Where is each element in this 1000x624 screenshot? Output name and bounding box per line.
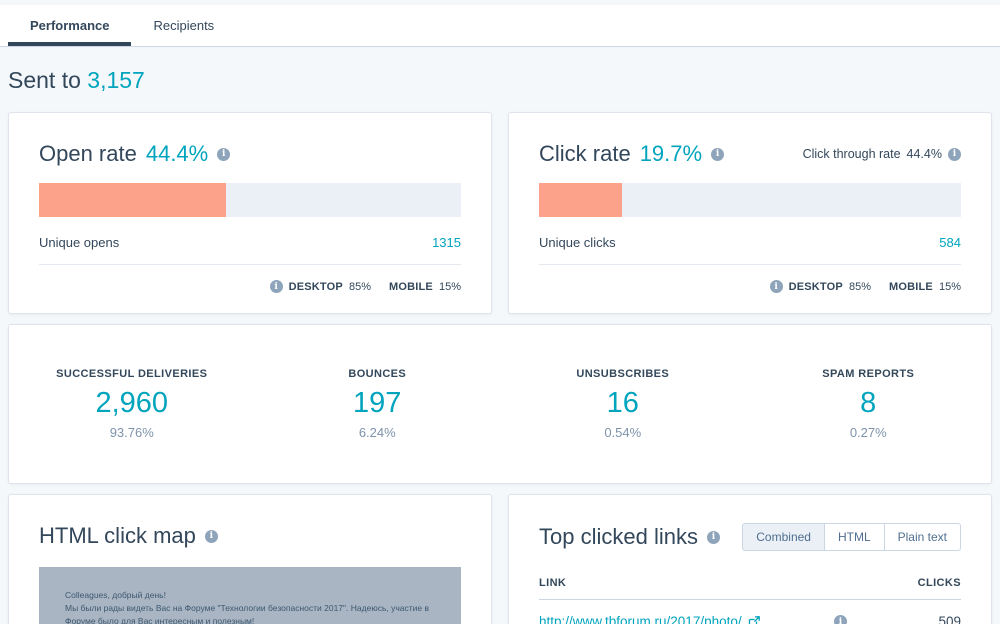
click-map-title-text: HTML click map [39,523,196,548]
link-view-toggle: Combined HTML Plain text [742,523,961,551]
stat-percent: 0.54% [604,425,642,440]
info-icon[interactable]: i [711,147,725,161]
view-html-button[interactable]: HTML [823,523,885,551]
open-device-breakdown: i DESKTOP 85% MOBILE 15% [39,280,461,293]
clicked-link[interactable]: http://www.tbforum.ru/2017/photo/ [539,614,834,624]
external-link-icon [748,615,760,624]
link-clicks-count: 509 [938,614,961,624]
desktop-label: DESKTOP [288,280,343,293]
click-rate-card: Click rate 19.7% i Click through rate 44… [508,112,992,314]
info-icon[interactable]: i [834,615,847,624]
stat-label: BOUNCES [348,368,407,380]
table-row: http://www.tbforum.ru/2017/photo/ i 509 [539,600,961,624]
html-click-map-card: HTML click map i Colleagues, добрый день… [8,494,492,624]
sent-to-label: Sent to [8,67,81,93]
email-text-line: Мы были рады видеть Вас на Форуме "Техно… [65,603,430,614]
stat-successful-deliveries: SUCCESSFUL DELIVERIES 2,960 93.76% [9,368,255,440]
top-strip [0,0,1000,5]
page-content: Sent to 3,157 Open rate 44.4% i Unique o… [0,47,1000,624]
open-rate-value: 44.4% [145,141,209,166]
link-column-header: LINK [539,577,567,589]
info-icon[interactable]: i [948,147,961,161]
unique-clicks-label: Unique clicks [539,235,616,250]
stat-label: SUCCESSFUL DELIVERIES [56,368,208,380]
click-rate-value: 19.7% [639,141,703,166]
stat-label: UNSUBSCRIBES [576,368,670,380]
unique-opens-label: Unique opens [39,235,120,250]
open-rate-card: Open rate 44.4% i Unique opens 1315 i DE… [8,112,492,314]
links-table-header: LINK CLICKS [539,577,961,600]
stat-percent: 6.24% [358,425,396,440]
desktop-value: 85% [348,280,371,293]
click-rate-bar-track [539,183,961,217]
sent-to-count: 3,157 [87,67,145,93]
open-rate-label: Open rate [39,141,137,166]
top-links-title: Top clicked links i [539,524,720,550]
view-plain-text-button[interactable]: Plain text [883,523,961,551]
info-icon[interactable]: i [269,280,283,293]
mobile-label: MOBILE [388,280,433,293]
sent-to-heading: Sent to 3,157 [8,47,992,112]
stat-percent: 0.27% [849,425,887,440]
top-clicked-links-card: Top clicked links i Combined HTML Plain … [508,494,992,624]
stat-label: SPAM REPORTS [822,368,915,380]
desktop-label: DESKTOP [788,280,843,293]
mobile-value: 15% [438,280,461,293]
unique-clicks-value[interactable]: 584 [939,235,961,250]
ctr-label: Click through rate [802,147,901,161]
open-rate-title: Open rate 44.4% i [39,141,231,167]
link-url-text: http://www.tbforum.ru/2017/photo/ [539,614,742,624]
mobile-value: 15% [938,280,961,293]
info-icon[interactable]: i [217,147,231,161]
unique-opens-value[interactable]: 1315 [432,235,461,250]
click-rate-bar-fill [539,183,623,217]
stat-value[interactable]: 8 [860,387,877,419]
info-icon[interactable]: i [769,280,783,293]
stat-spam-reports: SPAM REPORTS 8 0.27% [746,368,992,440]
stat-percent: 93.76% [109,425,154,440]
tab-performance[interactable]: Performance [8,5,132,46]
stat-unsubscribes: UNSUBSCRIBES 16 0.54% [500,368,746,440]
desktop-value: 85% [848,280,871,293]
stat-value[interactable]: 16 [606,387,639,419]
stat-value[interactable]: 2,960 [95,387,169,419]
email-text-line: Colleagues, добрый день! [65,590,166,600]
open-rate-bar-track [39,183,461,217]
view-combined-button[interactable]: Combined [742,523,825,551]
email-text-line: Форуме было для Вас интересным и полезны… [65,616,255,624]
clicks-column-header: CLICKS [917,577,961,589]
top-links-title-text: Top clicked links [539,524,698,549]
click-device-breakdown: i DESKTOP 85% MOBILE 15% [539,280,961,293]
ctr-value: 44.4% [906,147,942,161]
click-through-rate: Click through rate 44.4% i [803,147,961,161]
info-icon[interactable]: i [204,529,218,543]
click-rate-title: Click rate 19.7% i [539,141,725,167]
tab-bar: Performance Recipients [0,5,1000,47]
open-rate-bar-fill [39,183,227,217]
email-click-map-preview[interactable]: Colleagues, добрый день! Мы были рады ви… [39,567,461,624]
click-map-title: HTML click map i [39,523,461,549]
delivery-stats-card: SUCCESSFUL DELIVERIES 2,960 93.76% BOUNC… [8,324,992,484]
info-icon[interactable]: i [706,530,720,544]
tab-recipients[interactable]: Recipients [153,18,215,33]
stat-bounces: BOUNCES 197 6.24% [255,368,501,440]
stat-value[interactable]: 197 [353,387,402,419]
mobile-label: MOBILE [888,280,933,293]
click-rate-label: Click rate [539,141,631,166]
